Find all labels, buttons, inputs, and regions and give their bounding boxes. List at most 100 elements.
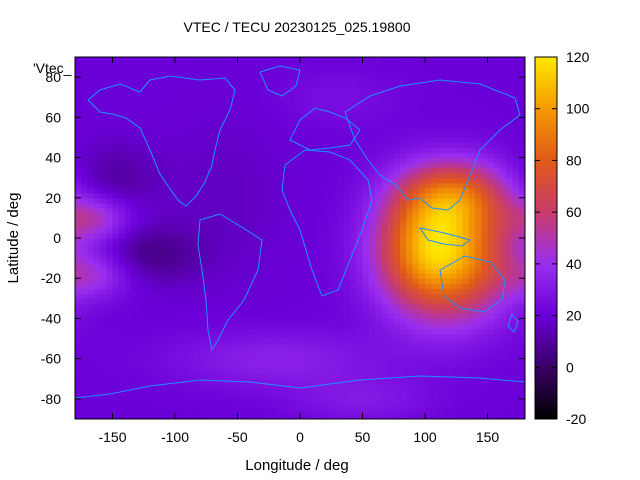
heatmap-cell bbox=[93, 253, 101, 259]
heatmap-cell bbox=[218, 273, 226, 279]
heatmap-cell bbox=[87, 72, 95, 78]
heatmap-cell bbox=[400, 217, 407, 224]
heatmap-cell bbox=[312, 333, 320, 340]
heatmap-cell bbox=[143, 273, 151, 279]
heatmap-cell bbox=[143, 192, 151, 199]
heatmap-cell bbox=[212, 162, 220, 169]
heatmap-cell bbox=[75, 313, 82, 320]
heatmap-cell bbox=[462, 303, 470, 309]
heatmap-cell bbox=[281, 137, 289, 144]
heatmap-cell bbox=[481, 398, 489, 405]
heatmap-cell bbox=[512, 147, 520, 154]
heatmap-cell bbox=[325, 82, 332, 88]
heatmap-cell bbox=[81, 202, 89, 209]
heatmap-cell bbox=[418, 358, 426, 365]
heatmap-cell bbox=[481, 232, 489, 239]
heatmap-cell bbox=[93, 383, 101, 390]
heatmap-cell bbox=[506, 373, 514, 380]
heatmap-cell bbox=[443, 227, 451, 234]
heatmap-cell bbox=[331, 97, 339, 103]
heatmap-cell bbox=[181, 338, 189, 345]
heatmap-cell bbox=[506, 207, 514, 214]
heatmap-cell bbox=[156, 253, 164, 259]
heatmap-cell bbox=[100, 248, 107, 254]
heatmap-cell bbox=[325, 222, 332, 229]
heatmap-cell bbox=[512, 217, 520, 224]
heatmap-cell bbox=[212, 112, 220, 118]
heatmap-cell bbox=[412, 132, 420, 139]
heatmap-cell bbox=[168, 278, 176, 284]
heatmap-cell bbox=[481, 323, 489, 330]
heatmap-cell bbox=[212, 227, 220, 234]
heatmap-cell bbox=[175, 403, 182, 410]
heatmap-cell bbox=[375, 187, 382, 194]
heatmap-cell bbox=[281, 92, 289, 98]
heatmap-cell bbox=[200, 253, 207, 259]
heatmap-cell bbox=[368, 343, 376, 350]
heatmap-cell bbox=[431, 177, 439, 184]
heatmap-cell bbox=[387, 232, 395, 239]
heatmap-cell bbox=[168, 263, 176, 269]
heatmap-cell bbox=[262, 238, 270, 244]
heatmap-cell bbox=[518, 142, 525, 149]
heatmap-cell bbox=[100, 167, 107, 174]
heatmap-cell bbox=[437, 107, 445, 113]
heatmap-cell bbox=[243, 243, 251, 249]
heatmap-cell bbox=[518, 308, 525, 315]
heatmap-cell bbox=[131, 393, 139, 400]
heatmap-cell bbox=[462, 177, 470, 184]
heatmap-cell bbox=[506, 333, 514, 340]
heatmap-cell bbox=[218, 157, 226, 164]
heatmap-cell bbox=[443, 313, 451, 320]
heatmap-cell bbox=[250, 167, 257, 174]
heatmap-cell bbox=[325, 87, 332, 93]
heatmap-cell bbox=[518, 162, 525, 169]
heatmap-cell bbox=[331, 348, 339, 355]
heatmap-cell bbox=[100, 122, 107, 128]
heatmap-cell bbox=[393, 318, 401, 325]
heatmap-cell bbox=[225, 157, 232, 164]
heatmap-cell bbox=[256, 142, 264, 149]
heatmap-cell bbox=[87, 222, 95, 229]
heatmap-cell bbox=[231, 232, 239, 239]
heatmap-cell bbox=[431, 137, 439, 144]
heatmap-cell bbox=[443, 87, 451, 93]
heatmap-cell bbox=[87, 187, 95, 194]
heatmap-cell bbox=[187, 112, 195, 118]
heatmap-cell bbox=[456, 268, 464, 274]
heatmap-cell bbox=[443, 72, 451, 78]
heatmap-cell bbox=[268, 162, 276, 169]
heatmap-cell bbox=[331, 112, 339, 118]
heatmap-cell bbox=[200, 378, 207, 385]
heatmap-cell bbox=[418, 348, 426, 355]
heatmap-cell bbox=[162, 132, 170, 139]
heatmap-cell bbox=[137, 238, 145, 244]
heatmap-cell bbox=[350, 142, 357, 149]
heatmap-cell bbox=[412, 77, 420, 83]
heatmap-cell bbox=[187, 212, 195, 219]
heatmap-cell bbox=[487, 288, 495, 294]
heatmap-cell bbox=[393, 328, 401, 335]
heatmap-cell bbox=[356, 142, 364, 149]
heatmap-cell bbox=[87, 388, 95, 395]
heatmap-cell bbox=[200, 167, 207, 174]
heatmap-cell bbox=[500, 303, 507, 309]
heatmap-cell bbox=[393, 197, 401, 204]
heatmap-cell bbox=[112, 323, 120, 330]
heatmap-cell bbox=[175, 92, 182, 98]
heatmap-cell bbox=[325, 308, 332, 315]
heatmap-cell bbox=[356, 222, 364, 229]
heatmap-cell bbox=[243, 248, 251, 254]
heatmap-cell bbox=[87, 142, 95, 149]
heatmap-cell bbox=[300, 92, 307, 98]
heatmap-cell bbox=[293, 82, 301, 88]
heatmap-cell bbox=[287, 72, 295, 78]
heatmap-cell bbox=[268, 147, 276, 154]
heatmap-cell bbox=[187, 97, 195, 103]
heatmap-cell bbox=[468, 398, 476, 405]
heatmap-cell bbox=[475, 338, 482, 345]
heatmap-cell bbox=[275, 343, 282, 350]
heatmap-cell bbox=[156, 112, 164, 118]
heatmap-cell bbox=[350, 378, 357, 385]
heatmap-cell bbox=[500, 368, 507, 375]
